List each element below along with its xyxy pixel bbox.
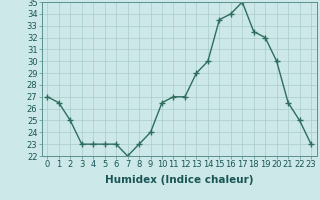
X-axis label: Humidex (Indice chaleur): Humidex (Indice chaleur) bbox=[105, 175, 253, 185]
